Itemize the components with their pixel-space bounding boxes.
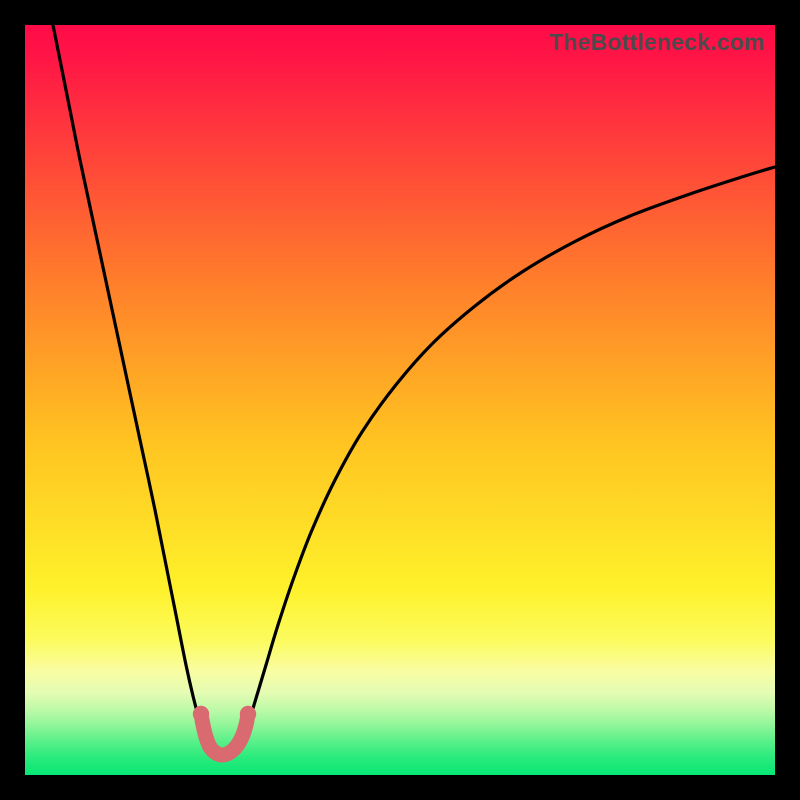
chart-frame: TheBottleneck.com: [0, 0, 800, 800]
watermark-text: TheBottleneck.com: [549, 29, 765, 56]
trough-start-dot: [193, 706, 209, 722]
curve-trough: [201, 714, 248, 755]
bottleneck-curve-svg: [0, 0, 800, 800]
trough-end-dot: [240, 706, 256, 722]
curve-left-branch: [53, 25, 204, 730]
curve-right-branch: [245, 167, 775, 730]
